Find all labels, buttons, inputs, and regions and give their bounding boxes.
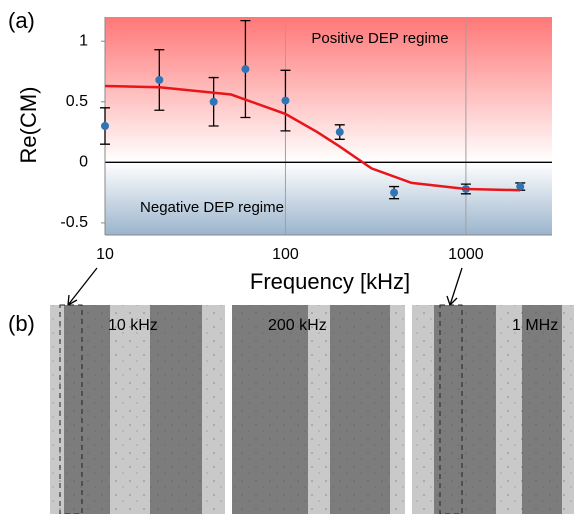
image-panel: 10 kHz — [50, 304, 225, 515]
annotation: Positive DEP regime — [311, 30, 448, 47]
data-point — [209, 97, 218, 106]
y-tick-label: 1 — [79, 32, 88, 49]
data-point — [516, 182, 525, 191]
image-label: 200 kHz — [268, 317, 327, 334]
y-axis-title: Re(CM) — [16, 87, 41, 164]
pointer-arrows — [67, 267, 463, 306]
data-point — [335, 128, 344, 137]
y-tick-label: 0.5 — [66, 93, 88, 110]
x-tick-label: 100 — [272, 246, 299, 263]
data-point — [281, 96, 290, 105]
data-point — [155, 75, 164, 84]
data-point — [390, 188, 399, 197]
x-axis-title: Frequency [kHz] — [250, 269, 410, 294]
panel-label: (a) — [8, 8, 35, 33]
negative-region — [105, 162, 552, 235]
y-tick-label: 0 — [79, 154, 88, 171]
image-label: 10 kHz — [108, 317, 158, 334]
data-point — [101, 122, 109, 130]
x-tick-label: 1000 — [448, 246, 484, 263]
panel-label: (b) — [8, 311, 35, 336]
image-panel: 200 kHz — [232, 305, 405, 514]
image-label: 1 MHz — [512, 317, 558, 334]
fit-line — [104, 84, 521, 192]
y-tick-label: -0.5 — [60, 214, 88, 231]
x-tick-label: 10 — [96, 246, 114, 263]
data-point — [241, 65, 250, 74]
annotation: Negative DEP regime — [140, 199, 284, 216]
image-panel: 1 MHz — [412, 304, 574, 515]
